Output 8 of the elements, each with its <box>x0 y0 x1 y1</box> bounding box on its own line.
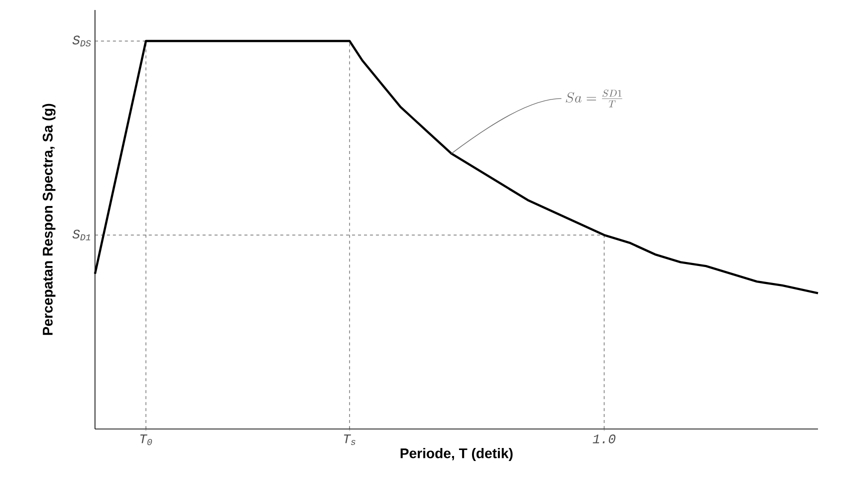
x-tick-label: T$_{s}$ <box>344 434 356 445</box>
x-tick-label: 1.0 <box>592 434 616 444</box>
x-tick-label: T$_{0}$ <box>140 434 152 446</box>
ref-line-label: S$_{DS}$ <box>72 36 91 46</box>
y-axis-title: Percepatan Respon Spectra, Sa (g) <box>42 104 56 335</box>
x-axis-title: Periode, T (detik) <box>400 448 513 462</box>
ref-line-label: S$_{D1}$ <box>72 230 90 240</box>
annotation: $Sa=\frac{SD1}{T}$ <box>566 90 622 108</box>
